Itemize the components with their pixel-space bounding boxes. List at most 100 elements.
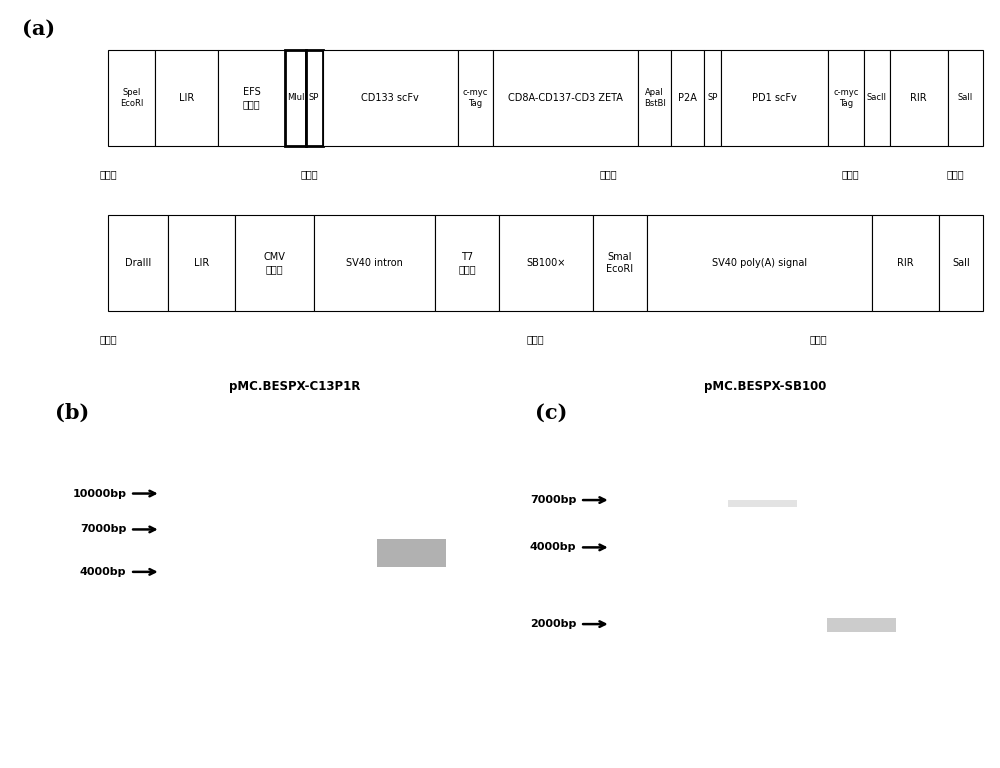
Bar [235, 215, 314, 311]
Text: 酶切点: 酶切点 [99, 334, 117, 344]
Bar [614, 494, 683, 503]
Text: 酶切点: 酶切点 [810, 334, 827, 344]
Bar [164, 526, 233, 533]
Bar [593, 215, 647, 311]
Text: 酶切点: 酶切点 [99, 169, 117, 179]
Bar [614, 540, 683, 549]
Bar [614, 542, 683, 551]
Text: SP: SP [707, 94, 718, 102]
Text: SP: SP [309, 94, 319, 102]
Bar [164, 525, 233, 531]
Bar [285, 50, 306, 146]
Bar [164, 508, 233, 516]
Bar [499, 215, 593, 311]
Text: RIR: RIR [910, 93, 927, 103]
Bar [948, 50, 983, 146]
Bar [721, 50, 828, 146]
Bar [164, 507, 233, 514]
Bar [864, 50, 890, 146]
Bar [647, 215, 872, 311]
Bar [614, 561, 683, 568]
Text: Marker: Marker [179, 412, 218, 422]
Text: LIR: LIR [194, 258, 209, 268]
Bar [728, 500, 797, 507]
Bar [164, 486, 233, 495]
Text: EFS
启动子: EFS 启动子 [243, 87, 261, 109]
Text: 酶切点: 酶切点 [600, 169, 617, 179]
Text: 酶切点: 酶切点 [841, 169, 859, 179]
Text: P: P [759, 412, 766, 422]
Text: SpeI
EcoRI: SpeI EcoRI [120, 88, 143, 108]
Text: Marker: Marker [629, 412, 668, 422]
Text: pMC.BESPX-SB100: pMC.BESPX-SB100 [704, 380, 826, 393]
Bar [108, 50, 155, 146]
Bar [890, 50, 948, 146]
Text: PD1 scFv: PD1 scFv [752, 93, 797, 103]
Bar [939, 215, 983, 311]
Bar [827, 617, 896, 632]
Bar [164, 588, 233, 594]
Bar [638, 50, 671, 146]
Text: MluI: MluI [287, 94, 304, 102]
Text: ApaI
BstBI: ApaI BstBI [644, 88, 666, 108]
Bar [164, 637, 233, 662]
Text: pMC.BESPX-C13P1R: pMC.BESPX-C13P1R [229, 380, 361, 393]
Text: (b): (b) [55, 403, 89, 423]
Text: SB100×: SB100× [526, 258, 566, 268]
Text: SalI: SalI [952, 258, 970, 268]
Text: SV40 intron: SV40 intron [346, 258, 403, 268]
Bar [614, 514, 683, 521]
Text: 10000bp: 10000bp [72, 488, 126, 498]
Text: P2A: P2A [678, 93, 697, 103]
Bar [164, 586, 233, 592]
Bar [493, 50, 638, 146]
Bar [614, 493, 683, 502]
Text: CD133 scFv: CD133 scFv [361, 93, 419, 103]
Text: T7
启动子: T7 启动子 [458, 252, 476, 274]
Bar [828, 50, 864, 146]
Bar [108, 215, 168, 311]
Text: P: P [309, 412, 316, 422]
Text: MC: MC [853, 412, 870, 422]
Bar [306, 50, 323, 146]
Text: SV40 poly(A) signal: SV40 poly(A) signal [712, 258, 807, 268]
Text: SacII: SacII [867, 94, 887, 102]
Bar [872, 215, 939, 311]
Text: SalI: SalI [958, 94, 973, 102]
Bar [314, 215, 435, 311]
Bar [218, 50, 285, 146]
Text: (c): (c) [535, 403, 567, 423]
Bar [458, 50, 493, 146]
Text: 4000bp: 4000bp [80, 567, 126, 577]
Bar [614, 614, 683, 628]
Bar [164, 565, 233, 574]
Bar [614, 541, 683, 550]
Text: 酶切点: 酶切点 [946, 169, 964, 179]
Bar [164, 508, 233, 515]
Bar [377, 539, 446, 567]
Bar [614, 613, 683, 627]
Bar [704, 50, 721, 146]
Text: MC: MC [403, 412, 420, 422]
Text: 酶切点: 酶切点 [526, 334, 544, 344]
Bar [435, 215, 499, 311]
Bar [164, 544, 233, 549]
Text: 7000bp: 7000bp [80, 525, 126, 535]
Bar [164, 564, 233, 572]
Bar [164, 487, 233, 496]
Bar [168, 215, 235, 311]
Bar [164, 527, 233, 534]
Text: c-myc
Tag: c-myc Tag [833, 88, 859, 108]
Bar [164, 564, 233, 574]
Bar [671, 50, 704, 146]
Text: 7000bp: 7000bp [530, 495, 576, 505]
Bar [614, 611, 683, 627]
Text: 酶切点: 酶切点 [300, 169, 318, 179]
Text: 4000bp: 4000bp [530, 542, 576, 552]
Bar [164, 542, 233, 547]
Bar [614, 495, 683, 505]
Text: (a): (a) [22, 19, 55, 39]
Bar [614, 512, 683, 520]
Text: DraIII: DraIII [125, 258, 151, 268]
Text: c-myc
Tag: c-myc Tag [463, 88, 488, 108]
